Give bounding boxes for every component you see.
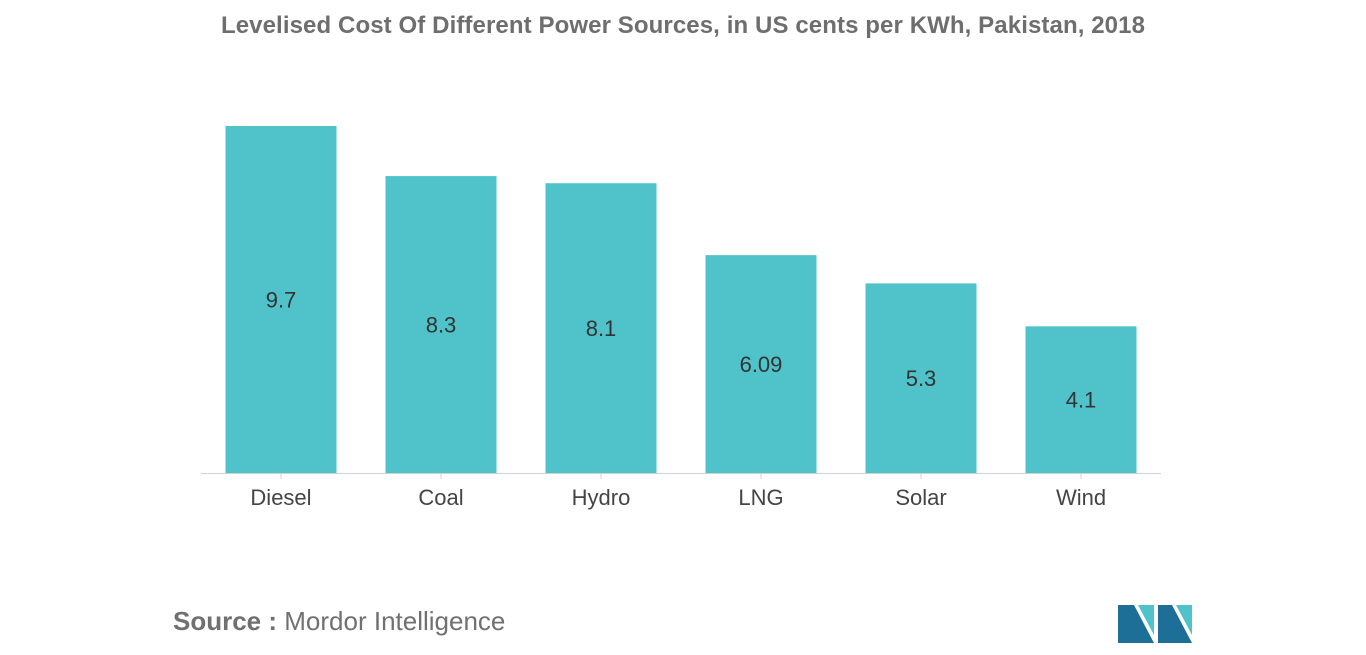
bar-value-wind: 4.1 — [1066, 388, 1097, 413]
x-tick-label-solar: Solar — [895, 485, 946, 510]
source-text: Mordor Intelligence — [284, 606, 506, 636]
bar-coal — [385, 176, 497, 474]
bar-value-solar: 5.3 — [906, 366, 937, 391]
x-tick-label-coal: Coal — [418, 485, 463, 510]
x-tick-label-wind: Wind — [1056, 485, 1106, 510]
bar-lng — [705, 255, 817, 473]
mordor-intelligence-logo-icon — [1118, 605, 1192, 643]
logo-shape-1 — [1118, 605, 1154, 643]
bar-value-coal: 8.3 — [426, 313, 457, 338]
source-label: Source : — [173, 606, 278, 636]
x-tick-label-diesel: Diesel — [250, 485, 311, 510]
x-tick-label-hydro: Hydro — [572, 485, 631, 510]
logo-shape-4 — [1176, 605, 1192, 635]
bar-value-lng: 6.09 — [740, 352, 783, 377]
x-tick-label-lng: LNG — [738, 485, 783, 510]
bar-wind — [1025, 326, 1137, 473]
bars-layer — [225, 126, 1137, 474]
bar-value-hydro: 8.1 — [586, 316, 617, 341]
chart-title: Levelised Cost Of Different Power Source… — [220, 12, 1146, 39]
logo-shape-2 — [1138, 605, 1154, 635]
logo-shape-3 — [1158, 605, 1192, 643]
bar-solar — [865, 283, 977, 473]
bar-diesel — [225, 126, 337, 473]
source-line: Source : Mordor Intelligence — [173, 606, 505, 637]
bar-hydro — [545, 183, 657, 473]
value-labels-layer: 9.7 8.3 8.1 6.09 5.3 4.1 — [266, 288, 1097, 413]
bar-value-diesel: 9.7 — [266, 288, 297, 313]
x-axis-ticks-layer — [280, 473, 1082, 479]
x-axis-labels-layer: Diesel Coal Hydro LNG Solar Wind — [250, 485, 1106, 510]
